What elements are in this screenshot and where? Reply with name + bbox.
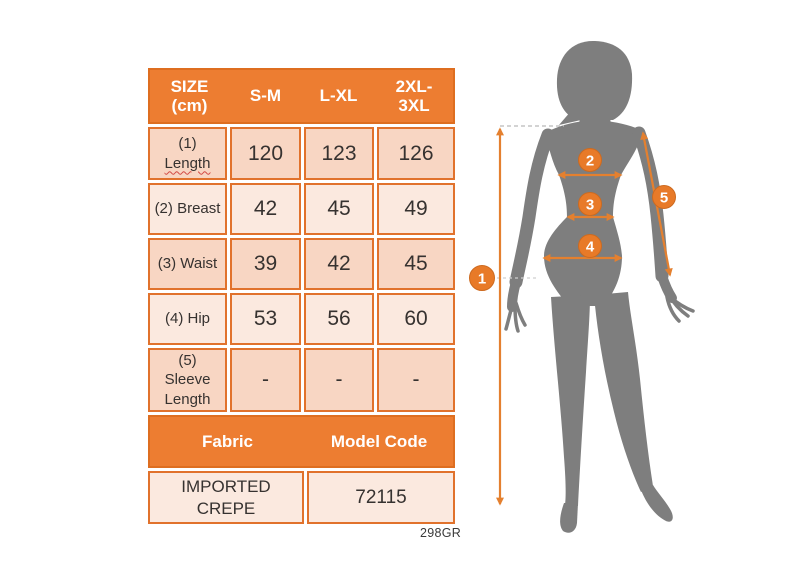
hip-lxl-value: 56 <box>304 293 374 345</box>
measure-badge-4: 4 <box>578 234 602 258</box>
svg-text:4: 4 <box>586 239 595 256</box>
length-lxl-value: 123 <box>304 127 374 180</box>
svg-text:1: 1 <box>478 271 486 288</box>
breast-lxl-value: 45 <box>304 183 374 235</box>
row-length-number: (1) <box>178 135 197 152</box>
length-sm-value: 120 <box>230 127 301 180</box>
row-label-length: (1) Length <box>148 127 227 180</box>
row-label-hip: (4) Hip <box>148 293 227 345</box>
row-sleeve-number: (5) <box>178 351 197 369</box>
fabric-modelcode-value-row: IMPORTED CREPE 72115 <box>148 471 455 524</box>
size-table-header-row: SIZE (cm) S-M L-XL 2XL-3XL <box>148 68 455 124</box>
row-waist-word: (3) Waist <box>157 255 218 273</box>
header-cell-size-sm: S-M <box>249 86 282 106</box>
measure-badge-3: 3 <box>578 192 602 216</box>
hip-sm-value: 53 <box>230 293 301 345</box>
waist-sm-value: 39 <box>230 238 301 290</box>
weight-note: 298GR <box>420 526 462 540</box>
size-2xl3xl-label: 2XL-3XL <box>395 76 433 115</box>
svg-text:3: 3 <box>586 197 594 214</box>
sleeve-sm-value: - <box>230 348 301 412</box>
breast-2xl-value: 49 <box>377 183 455 235</box>
row-sleeve-word: Sleeve Length <box>164 371 211 408</box>
row-hip-word: (4) Hip <box>164 310 210 328</box>
length-2xl-value: 126 <box>377 127 455 180</box>
fabric-header-cell: Fabric <box>201 431 254 451</box>
header-cell-size-2xl3xl: 2XL-3XL <box>390 77 438 115</box>
row-breast-word: (2) Breast <box>154 200 221 218</box>
silhouette-hair-tip <box>559 111 581 125</box>
measure-badge-2: 2 <box>578 148 602 172</box>
svg-text:5: 5 <box>660 190 668 207</box>
row-length-word: Length <box>164 154 211 172</box>
measure-badges: 1 2 3 4 5 <box>469 148 676 291</box>
row-label-sleeve: (5) Sleeve Length <box>148 348 227 412</box>
measure-badge-5: 5 <box>652 185 676 209</box>
figure-silhouette <box>504 40 695 533</box>
fabric-modelcode-header-row: Fabric Model Code <box>148 415 455 468</box>
row-label-breast: (2) Breast <box>148 183 227 235</box>
modelcode-value: 72115 <box>355 486 407 508</box>
sleeve-2xl-value: - <box>377 348 455 412</box>
silhouette-right-leg <box>594 292 653 492</box>
silhouette-right-foot <box>641 485 673 522</box>
size-table: SIZE (cm) S-M L-XL 2XL-3XL (1) Length 12… <box>148 68 455 524</box>
measure-badge-1: 1 <box>469 265 495 291</box>
fabric-value-cell: IMPORTED CREPE <box>148 471 304 524</box>
header-cell-size-lxl: L-XL <box>319 86 358 106</box>
measurements-grid: (1) Length 120 123 126 (2) Breast 42 45 … <box>148 127 455 412</box>
breast-sm-value: 42 <box>230 183 301 235</box>
fabric-value: IMPORTED CREPE <box>181 477 271 518</box>
size-unit-label: SIZE (cm) <box>170 76 209 115</box>
silhouette-right-arm <box>632 126 695 323</box>
silhouette-left-arm <box>504 128 555 333</box>
silhouette-left-foot <box>560 503 578 533</box>
svg-text:2: 2 <box>586 153 594 170</box>
modelcode-header-cell: Model Code <box>330 431 428 451</box>
header-cell-size-unit: SIZE (cm) <box>166 77 214 115</box>
hip-2xl-value: 60 <box>377 293 455 345</box>
waist-2xl-value: 45 <box>377 238 455 290</box>
modelcode-value-cell: 72115 <box>307 471 455 524</box>
silhouette-hair <box>556 40 633 120</box>
sleeve-lxl-value: - <box>304 348 374 412</box>
waist-lxl-value: 42 <box>304 238 374 290</box>
silhouette-left-leg <box>551 295 590 506</box>
row-label-waist: (3) Waist <box>148 238 227 290</box>
measurement-figure: 1 2 3 4 5 <box>469 40 695 533</box>
